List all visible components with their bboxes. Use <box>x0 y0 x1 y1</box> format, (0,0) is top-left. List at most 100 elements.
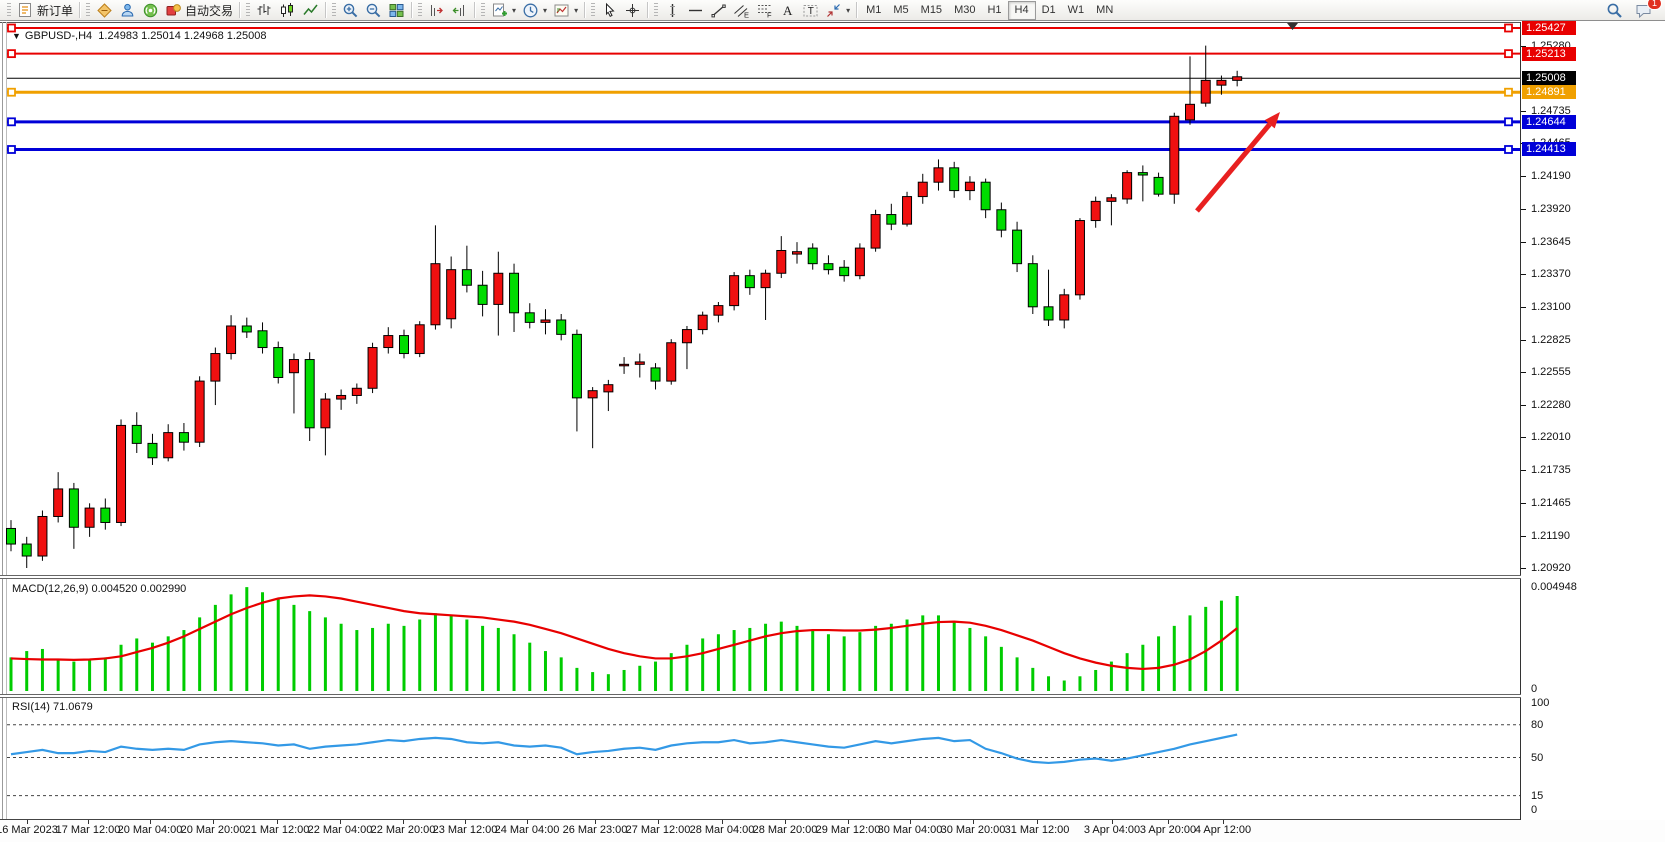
templates-button[interactable]: ▾ <box>550 1 581 20</box>
price-tick-mark <box>1521 339 1526 341</box>
line-handle[interactable] <box>1504 49 1513 59</box>
toolbar-grip[interactable] <box>481 3 486 17</box>
time-tick-label: 22 Mar 04:00 <box>307 824 373 836</box>
arrows-tool-button[interactable]: ▾ <box>822 1 853 20</box>
candle-body <box>807 247 818 265</box>
price-badge-1.25427: 1.25427 <box>1522 21 1576 35</box>
line-handle[interactable] <box>1504 117 1513 127</box>
candle-body <box>744 275 755 289</box>
candle-body <box>1027 263 1038 308</box>
chevron-down-icon[interactable]: ▾ <box>543 5 548 15</box>
time-tick-label: 24 Mar 04:00 <box>494 824 560 836</box>
horizontal-line-tool-button[interactable] <box>684 1 707 20</box>
time-axis[interactable]: 16 Mar 2023 17 Mar 12:00 20 Mar 04:00 20 Ma… <box>0 820 1665 842</box>
toolbar-grip[interactable] <box>246 3 251 17</box>
auto-scroll-button[interactable] <box>448 1 471 20</box>
candle-body <box>729 275 740 307</box>
chevron-down-icon[interactable]: ▾ <box>512 5 517 15</box>
time-tick-mark <box>910 820 911 824</box>
crosshair-button[interactable] <box>621 1 644 20</box>
auto-trading-button[interactable]: 自动交易 <box>162 1 236 20</box>
timeframe-m15-button[interactable]: M15 <box>920 4 943 16</box>
chevron-down-icon[interactable]: ▾ <box>574 5 579 15</box>
line-handle[interactable] <box>1504 87 1513 97</box>
zoom-in-button[interactable] <box>339 1 362 20</box>
toolbar-separator <box>856 2 858 18</box>
line-chart-mode-button[interactable] <box>299 1 322 20</box>
new-chart-button[interactable]: ▾ <box>488 1 519 20</box>
timeframe-mn-button[interactable]: MN <box>1096 4 1114 16</box>
toolbar-grip[interactable] <box>332 3 337 17</box>
price-tick-label: 1.22555 <box>1531 366 1571 379</box>
chevron-down-icon[interactable]: ▾ <box>846 5 851 15</box>
new-order-button[interactable]: 新订单 <box>14 1 76 20</box>
shift-marker-icon[interactable] <box>1287 23 1298 30</box>
toolbar-separator <box>474 2 476 18</box>
macd-panel[interactable] <box>0 579 1520 694</box>
line-handle[interactable] <box>7 23 16 33</box>
timeframe-w1-button[interactable]: W1 <box>1067 4 1085 16</box>
tile-windows-button[interactable] <box>385 1 408 20</box>
equidistant-channel-tool-button[interactable]: E <box>730 1 753 20</box>
alerts-button[interactable] <box>139 1 162 20</box>
fibonacci-tool-button[interactable]: F <box>753 1 776 20</box>
chart-shift-button[interactable] <box>425 1 448 20</box>
timeframe-h1-button[interactable]: H1 <box>987 4 1002 16</box>
text-tool-button[interactable]: A <box>776 1 799 20</box>
candle-body <box>163 432 174 459</box>
price-tick-mark <box>1521 45 1526 47</box>
toolbar-grip[interactable] <box>418 3 423 17</box>
candle-body <box>933 167 944 183</box>
tiles-icon <box>389 3 404 17</box>
timeframe-d1-button[interactable]: D1 <box>1041 4 1056 16</box>
price-tick-mark <box>1521 470 1526 472</box>
trendline-tool-button[interactable] <box>707 1 730 20</box>
vertical-line-tool-button[interactable] <box>661 1 684 20</box>
trendline-icon <box>711 4 726 17</box>
community-button[interactable] <box>116 1 139 20</box>
timeframe-m1-button[interactable]: M1 <box>866 4 882 16</box>
price-tick-mark <box>1521 176 1526 178</box>
profile-button[interactable] <box>93 1 116 20</box>
price-chart[interactable] <box>0 22 1520 576</box>
candle-body <box>681 329 692 344</box>
price-tick-label: 1.23370 <box>1531 268 1571 281</box>
candle-body <box>53 488 64 517</box>
timeframe-m5-button[interactable]: M5 <box>893 4 909 16</box>
zoom-out-button[interactable] <box>362 1 385 20</box>
candle-body <box>304 359 315 429</box>
line-handle[interactable] <box>7 49 16 59</box>
rsi-panel[interactable] <box>0 698 1520 819</box>
candle-body <box>1059 294 1070 321</box>
toolbar-grip[interactable] <box>7 3 11 17</box>
candle-chart-mode-button[interactable] <box>276 1 299 20</box>
line-handle[interactable] <box>1504 23 1513 33</box>
symbol-menu-icon[interactable]: ▼ <box>12 31 21 41</box>
price-axis[interactable]: 0.004948 0 1.252801.247351.244651.241901… <box>1521 0 1665 820</box>
timeframe-h4-button[interactable]: H4 <box>1007 0 1036 20</box>
periods-button[interactable]: ▾ <box>519 1 550 20</box>
time-tick-mark <box>1223 820 1224 824</box>
rsi-axis-label: 50 <box>1531 751 1544 764</box>
candle-body <box>84 507 95 528</box>
panel-splitter-macd[interactable] <box>0 575 1665 579</box>
trend-arrow[interactable] <box>1195 122 1272 213</box>
panel-splitter-rsi[interactable] <box>0 694 1665 698</box>
bar-chart-mode-button[interactable] <box>253 1 276 20</box>
toolbar-grip[interactable] <box>86 3 91 17</box>
toolbar-grip[interactable] <box>591 3 596 17</box>
toolbar-grip[interactable] <box>654 3 659 17</box>
time-tick-label: 16 Mar 2023 <box>0 824 58 836</box>
timeframe-m30-button[interactable]: M30 <box>954 4 976 16</box>
line-handle[interactable] <box>7 117 16 127</box>
search-button[interactable] <box>1603 1 1626 20</box>
notifications-button[interactable]: 1 <box>1632 0 1662 20</box>
text-label-tool-button[interactable]: T <box>799 1 822 20</box>
candle-body <box>147 442 158 459</box>
line-handle[interactable] <box>7 145 16 154</box>
line-handle[interactable] <box>1504 145 1513 154</box>
cursor-button[interactable] <box>598 1 621 20</box>
candle-body <box>131 424 142 444</box>
line-handle[interactable] <box>7 87 16 97</box>
candle-body <box>37 515 48 557</box>
